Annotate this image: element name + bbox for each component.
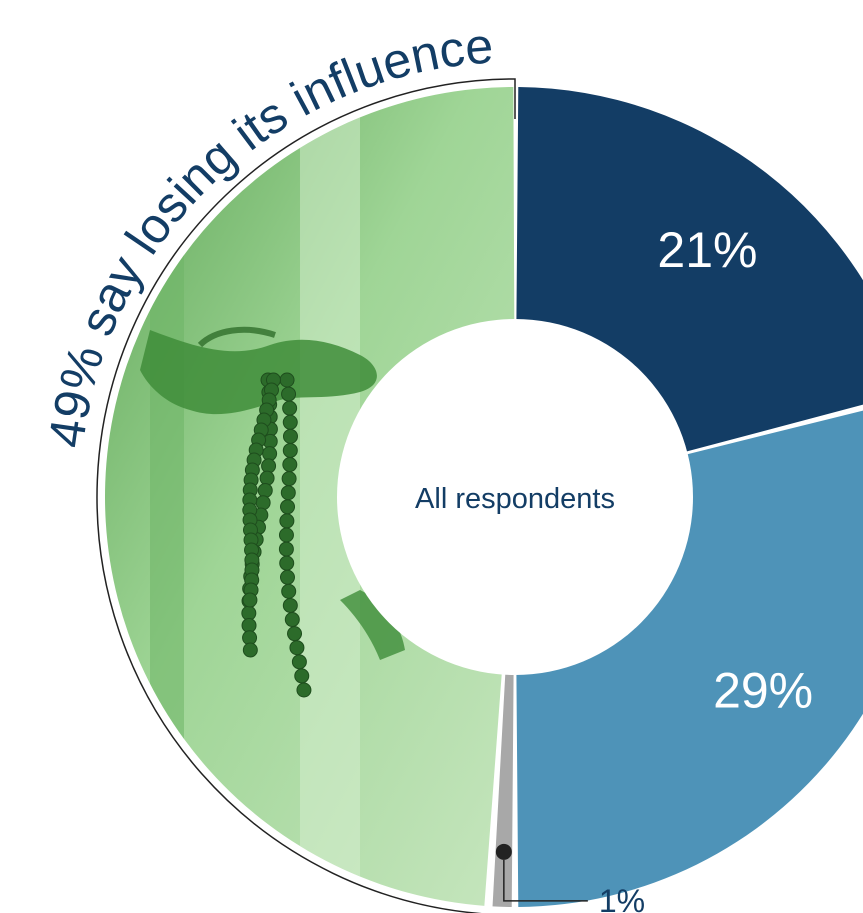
bead <box>278 541 294 557</box>
bead <box>259 470 275 486</box>
bead <box>257 482 273 498</box>
callout-dot <box>495 843 512 860</box>
callout-line <box>503 859 588 902</box>
bead <box>282 597 298 613</box>
bead <box>279 513 295 529</box>
bead <box>296 682 312 698</box>
bead <box>282 442 298 458</box>
bead <box>279 555 295 571</box>
bead <box>281 471 297 487</box>
bead <box>242 592 258 608</box>
bead <box>287 626 303 642</box>
bead <box>282 414 298 430</box>
label-slice-3: 1% <box>599 883 645 913</box>
bead <box>279 372 295 388</box>
title-bracket-line <box>96 78 516 913</box>
label-slice-1: 21% <box>657 222 757 278</box>
bead <box>261 458 277 474</box>
bead <box>289 640 305 656</box>
bead <box>282 400 298 416</box>
bead <box>281 386 297 402</box>
bead <box>281 583 297 599</box>
bead <box>282 457 298 473</box>
label-slice-2: 29% <box>713 662 813 718</box>
bead <box>278 527 294 543</box>
prayer-beads-icon <box>241 372 312 698</box>
bead <box>280 499 296 515</box>
bead <box>255 495 271 511</box>
bead <box>280 485 296 501</box>
center-label: All respondents <box>415 483 615 515</box>
small-slice-callout: 1% <box>495 843 645 913</box>
hand-icon <box>140 326 405 660</box>
labels-group: 21% 29% <box>657 222 813 719</box>
center-hole <box>337 319 693 675</box>
bead <box>282 428 298 444</box>
bead <box>294 668 310 684</box>
bead <box>242 642 258 658</box>
bead <box>291 654 307 670</box>
bead <box>284 612 300 628</box>
bead <box>279 569 295 585</box>
slice-2 <box>516 410 863 907</box>
slice-1 <box>516 87 863 453</box>
